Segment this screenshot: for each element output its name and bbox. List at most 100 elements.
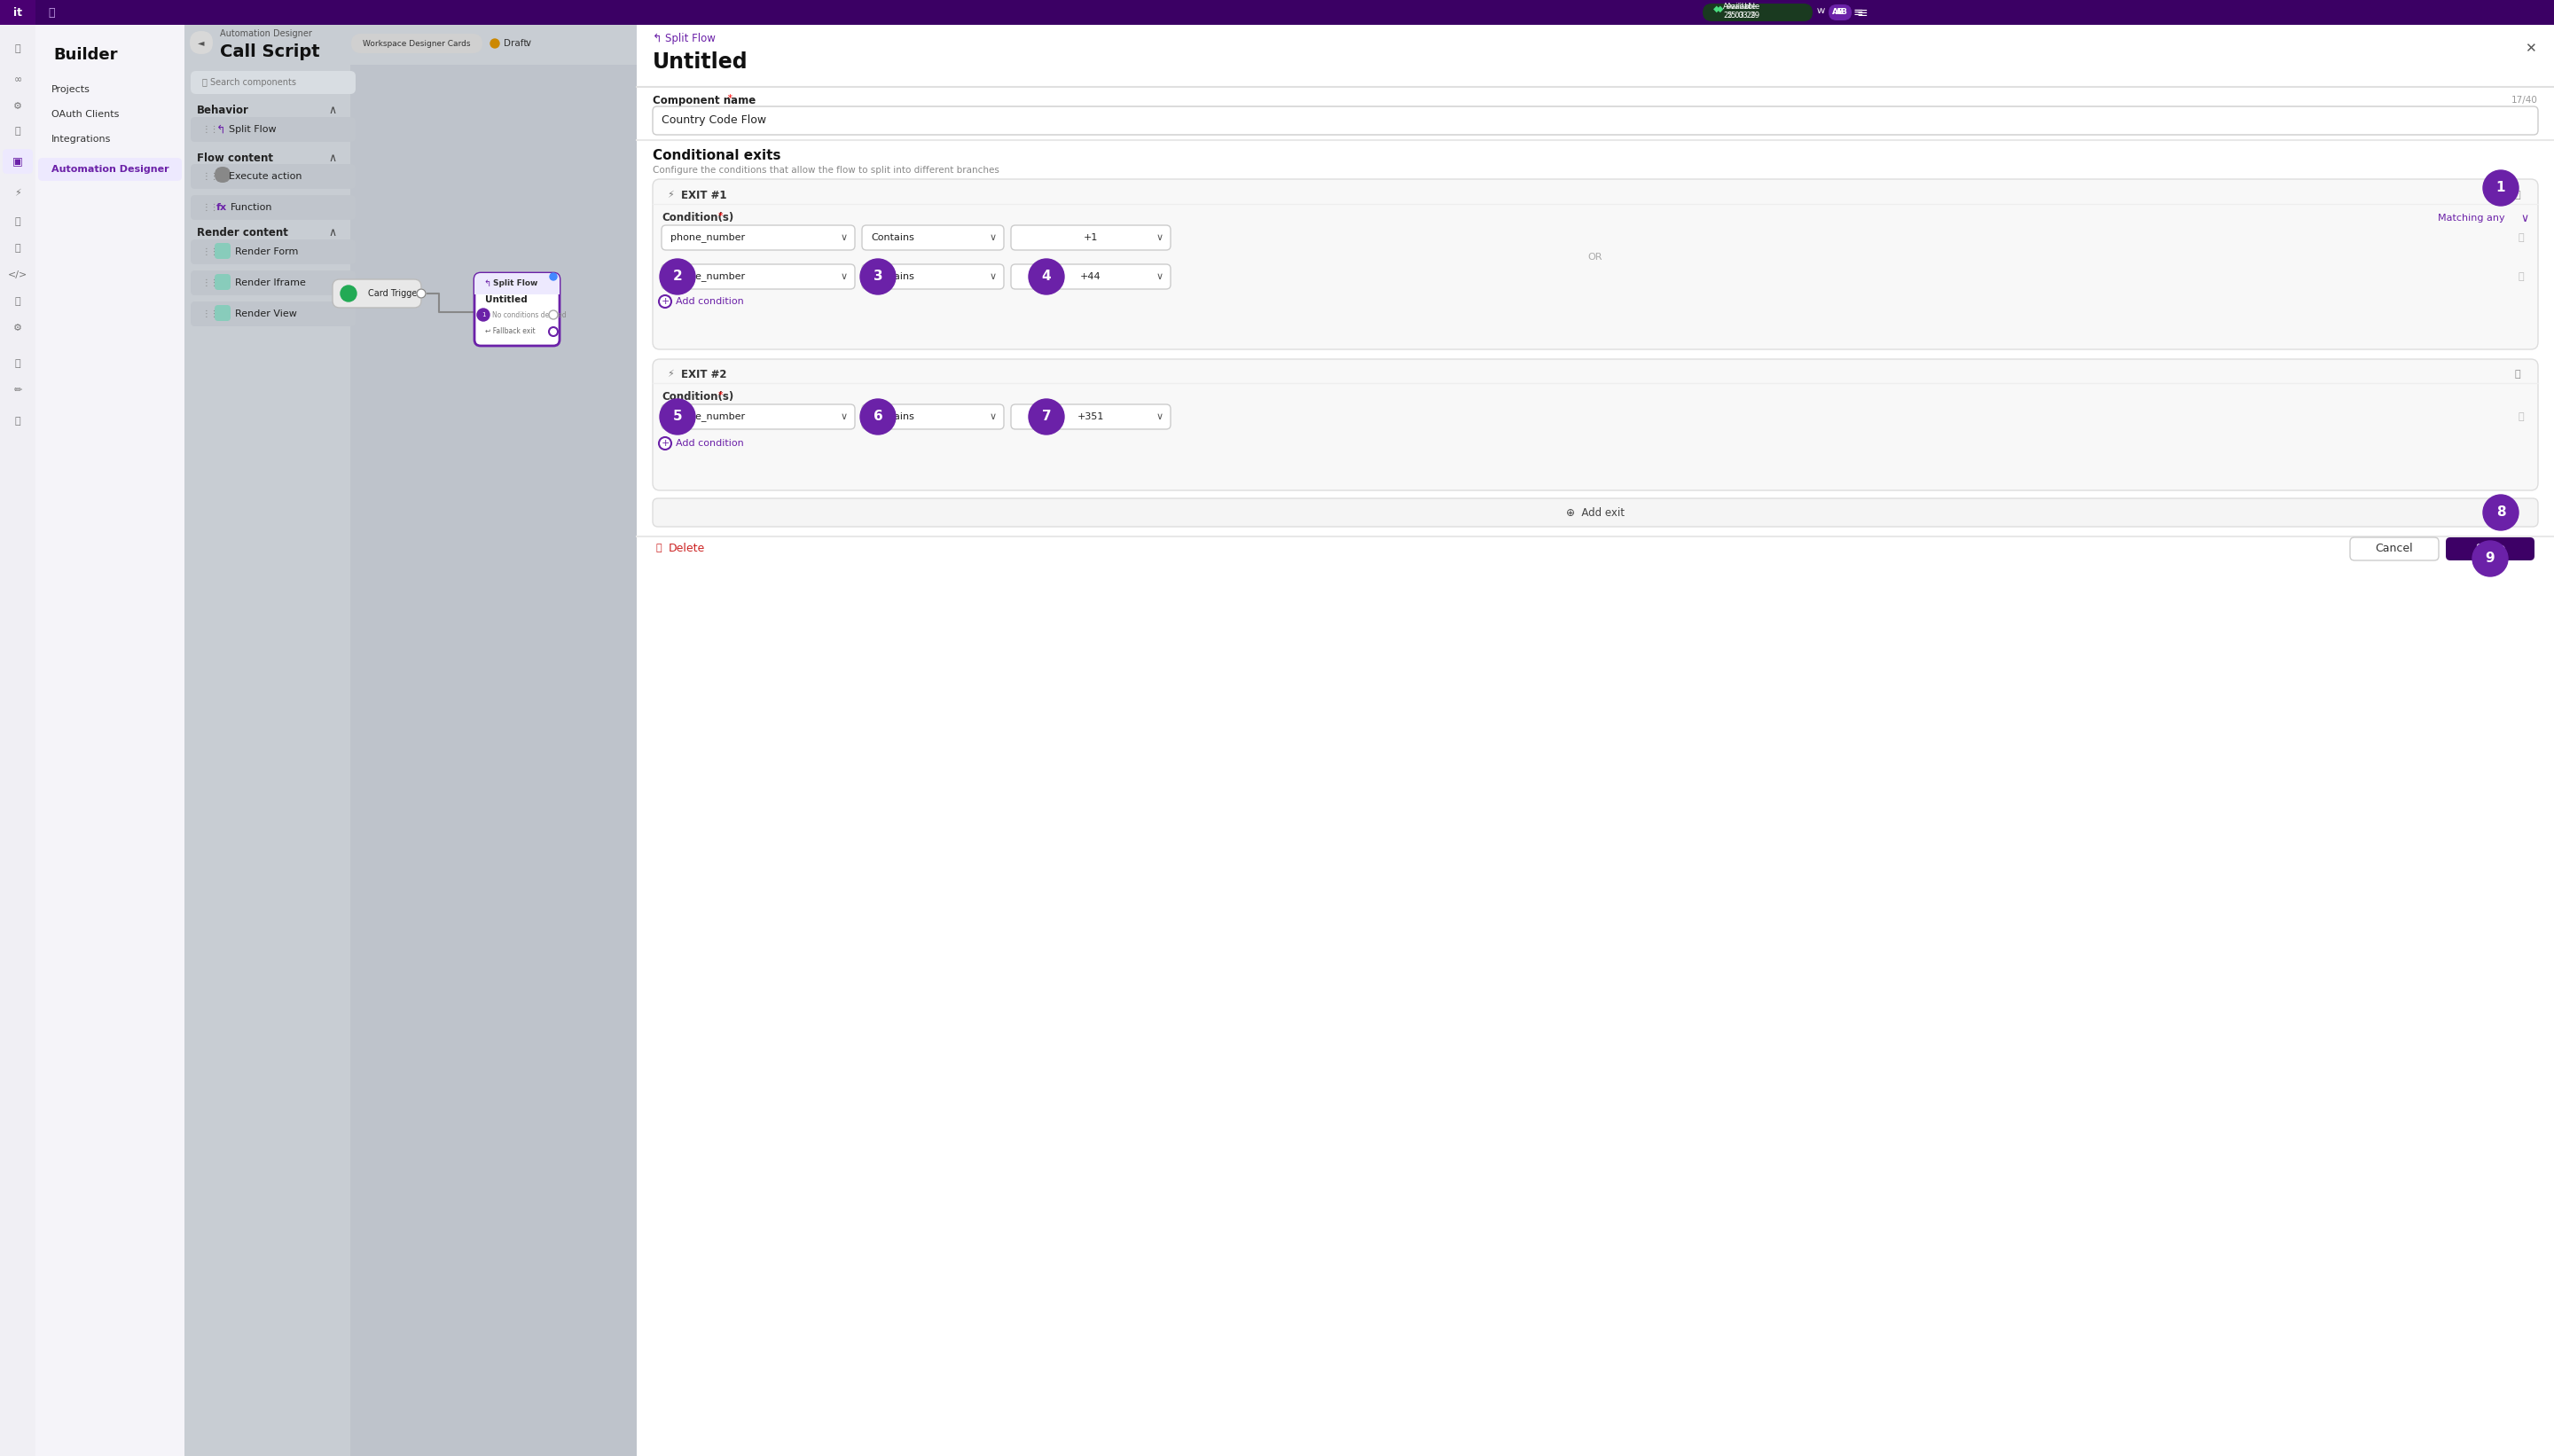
Text: it: it — [13, 7, 23, 17]
Text: ∨: ∨ — [991, 233, 996, 242]
Text: 1: 1 — [2495, 182, 2505, 195]
Text: 7: 7 — [1042, 411, 1052, 424]
Text: Integrations: Integrations — [51, 135, 112, 144]
FancyBboxPatch shape — [661, 226, 856, 250]
FancyBboxPatch shape — [192, 165, 355, 189]
Text: 25:03:29: 25:03:29 — [1724, 12, 1757, 19]
Text: 🗑: 🗑 — [2513, 191, 2521, 199]
Text: ∧: ∧ — [327, 105, 337, 115]
Circle shape — [2482, 170, 2518, 205]
FancyBboxPatch shape — [192, 116, 355, 141]
Text: 3: 3 — [873, 269, 884, 284]
Text: ⊕  Add exit: ⊕ Add exit — [1566, 507, 1624, 518]
FancyBboxPatch shape — [192, 301, 355, 326]
Text: ⚙: ⚙ — [13, 102, 23, 111]
FancyBboxPatch shape — [192, 71, 355, 95]
Text: *: * — [718, 213, 723, 221]
Text: ∨: ∨ — [840, 412, 848, 421]
Circle shape — [340, 285, 358, 301]
Text: Split Flow: Split Flow — [230, 125, 276, 134]
Text: Contains: Contains — [871, 233, 914, 242]
FancyBboxPatch shape — [654, 106, 2539, 135]
Circle shape — [1029, 259, 1065, 294]
Text: 🔧: 🔧 — [15, 297, 20, 306]
Text: Untitled: Untitled — [485, 296, 529, 304]
Text: Behavior: Behavior — [197, 105, 250, 115]
Text: Condition(s): Condition(s) — [661, 392, 733, 403]
Bar — [350, 64, 636, 1456]
Bar — [636, 0, 2554, 25]
FancyBboxPatch shape — [1011, 405, 1170, 430]
FancyBboxPatch shape — [863, 405, 1004, 430]
Text: ◆: ◆ — [1714, 4, 1719, 13]
FancyBboxPatch shape — [352, 33, 483, 54]
Text: Available: Available — [1727, 3, 1760, 12]
Text: +: + — [661, 438, 669, 448]
Text: ◄: ◄ — [199, 38, 204, 47]
Text: ∨: ∨ — [840, 233, 848, 242]
Text: ◆: ◆ — [1716, 4, 1724, 13]
Text: 9: 9 — [2485, 552, 2495, 565]
Text: ⋮⋮: ⋮⋮ — [202, 310, 220, 319]
Text: phone_number: phone_number — [669, 272, 746, 281]
Text: 🔍 Search components: 🔍 Search components — [202, 79, 296, 87]
Text: Execute action: Execute action — [230, 172, 301, 181]
FancyBboxPatch shape — [1011, 226, 1170, 250]
Circle shape — [416, 290, 427, 298]
FancyBboxPatch shape — [192, 271, 355, 296]
Circle shape — [490, 39, 498, 48]
Text: 1: 1 — [480, 312, 485, 317]
Text: ⋮⋮: ⋮⋮ — [202, 202, 220, 213]
Text: *: * — [718, 392, 723, 400]
FancyBboxPatch shape — [661, 264, 856, 290]
FancyBboxPatch shape — [1704, 3, 1808, 22]
Text: 🔲: 🔲 — [15, 416, 20, 425]
Text: phone_number: phone_number — [669, 412, 746, 422]
Text: ▣: ▣ — [13, 156, 23, 167]
Text: ↰: ↰ — [483, 280, 490, 288]
Text: Component name: Component name — [654, 95, 756, 106]
Text: Add condition: Add condition — [677, 438, 743, 448]
Circle shape — [659, 437, 672, 450]
Text: 2: 2 — [672, 269, 682, 284]
Circle shape — [2482, 495, 2518, 530]
Text: Projects: Projects — [51, 84, 89, 95]
Bar — [184, 25, 636, 64]
Text: Save: Save — [2475, 543, 2505, 555]
Text: fx: fx — [217, 202, 227, 213]
Circle shape — [416, 290, 427, 298]
Text: 👤: 👤 — [15, 44, 20, 54]
Text: ⚙: ⚙ — [13, 323, 23, 332]
Text: Split Flow: Split Flow — [664, 32, 715, 44]
Text: Builder: Builder — [54, 47, 117, 63]
Text: ∨: ∨ — [526, 39, 531, 48]
Text: phone_number: phone_number — [669, 233, 746, 243]
FancyBboxPatch shape — [2447, 537, 2534, 561]
FancyBboxPatch shape — [215, 274, 230, 290]
Text: </>: </> — [8, 271, 28, 280]
FancyBboxPatch shape — [215, 243, 230, 259]
Text: ∧: ∧ — [327, 151, 337, 163]
Text: ⋮⋮: ⋮⋮ — [202, 248, 220, 256]
FancyBboxPatch shape — [1829, 4, 1849, 20]
FancyBboxPatch shape — [38, 157, 181, 181]
Text: 8: 8 — [2495, 505, 2505, 520]
Text: AB: AB — [1836, 9, 1849, 16]
Text: 👆: 👆 — [15, 243, 20, 253]
Text: Country Code Flow: Country Code Flow — [661, 115, 766, 127]
FancyBboxPatch shape — [215, 306, 230, 320]
Circle shape — [549, 274, 557, 280]
Text: Contains: Contains — [871, 412, 914, 421]
FancyBboxPatch shape — [654, 360, 2539, 491]
Text: ≡: ≡ — [1857, 6, 1867, 19]
Text: ∨: ∨ — [1157, 272, 1165, 281]
Text: 🗑: 🗑 — [2513, 370, 2521, 379]
Text: 5: 5 — [672, 411, 682, 424]
Text: 🗑: 🗑 — [2518, 233, 2523, 242]
Circle shape — [861, 399, 896, 434]
FancyBboxPatch shape — [332, 280, 421, 307]
Text: ∨: ∨ — [1818, 6, 1826, 15]
Text: OR: OR — [1589, 253, 1604, 262]
Circle shape — [659, 259, 695, 294]
Text: Available: Available — [1724, 3, 1757, 12]
